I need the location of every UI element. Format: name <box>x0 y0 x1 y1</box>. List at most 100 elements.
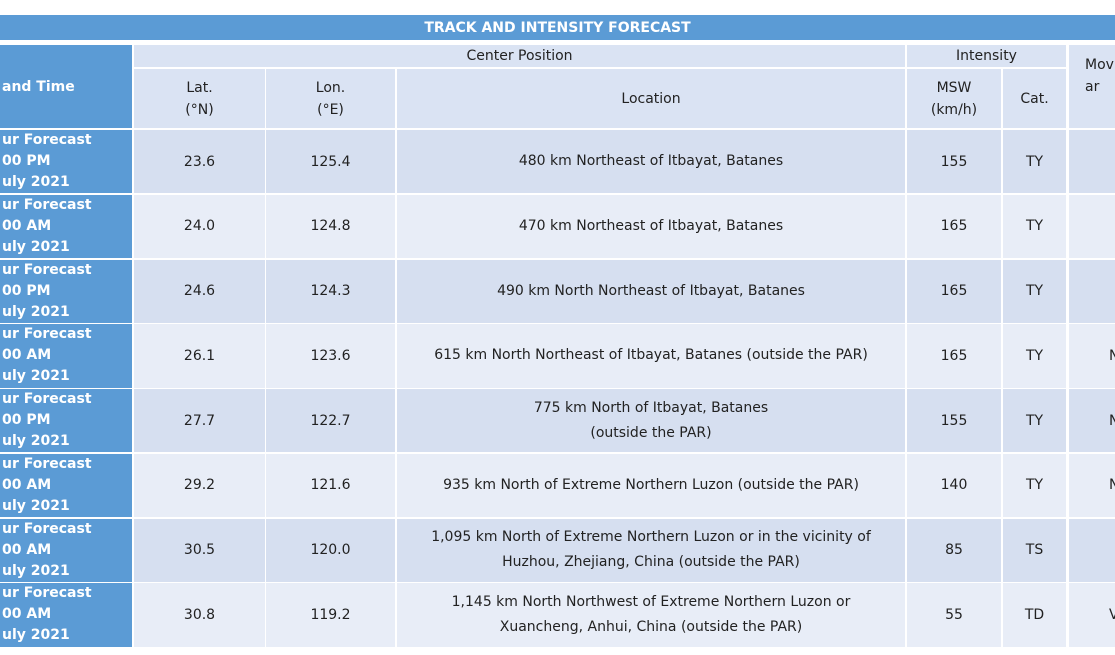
cell-lon: 119.2 <box>266 583 395 647</box>
text-line: Huzhou, Zhejiang, China (outside the PAR… <box>502 554 800 571</box>
text-line: Lon. <box>315 79 346 96</box>
header-cat: Cat. <box>1003 69 1066 128</box>
cell-lon: 121.6 <box>266 453 395 517</box>
text-line: 490 km North Northeast of Itbayat, Batan… <box>497 282 805 299</box>
cell-lon: 120.0 <box>266 518 395 582</box>
cell-lat: 29.2 <box>134 453 265 517</box>
text-line: ur Forecast <box>2 520 92 537</box>
cell-msw: 155 <box>907 389 1001 453</box>
text-line: Xuancheng, Anhui, China (outside the PAR… <box>499 618 803 635</box>
cell-lon: 122.7 <box>266 389 395 453</box>
cell-cat: TY <box>1003 389 1066 453</box>
cell-lat: 24.0 <box>134 194 265 258</box>
text-line: ur Forecast <box>2 132 92 149</box>
cell-msw: 140 <box>907 453 1001 517</box>
text-line: 00 AM <box>2 217 52 234</box>
text-line: (outside the PAR) <box>590 424 712 441</box>
cell-movement <box>1069 259 1115 323</box>
text-line: uly 2021 <box>2 368 70 385</box>
header-center-position: Center Position <box>134 45 905 67</box>
text-line: 00 AM <box>2 606 52 623</box>
text-line: ur Forecast <box>2 326 92 343</box>
text-line: 470 km Northeast of Itbayat, Batanes <box>518 217 784 234</box>
header-lat: Lat. (°N) <box>134 69 265 128</box>
text-line: 00 AM <box>2 347 52 364</box>
cell-msw: 155 <box>907 130 1001 194</box>
text-line: MSW <box>936 79 972 96</box>
cell-location: 935 km North of Extreme Northern Luzon (… <box>397 453 905 517</box>
row-datetime: ur Forecast 00 AM uly 2021 <box>0 453 132 517</box>
row-datetime: ur Forecast 00 AM uly 2021 <box>0 324 132 388</box>
text-line: 00 PM <box>2 412 51 429</box>
cell-cat: TY <box>1003 130 1066 194</box>
cell-lat: 26.1 <box>134 324 265 388</box>
text-line: Mov <box>1085 57 1114 73</box>
cell-lon: 124.3 <box>266 259 395 323</box>
cell-movement: N <box>1069 324 1115 388</box>
text-line: 480 km Northeast of Itbayat, Batanes <box>518 153 784 170</box>
text-line: 00 PM <box>2 282 51 299</box>
row-datetime: ur Forecast 00 AM uly 2021 <box>0 194 132 258</box>
text-line: Lat. <box>186 79 213 96</box>
cell-lon: 123.6 <box>266 324 395 388</box>
cell-cat: TY <box>1003 324 1066 388</box>
cell-movement: V <box>1069 583 1115 647</box>
text-line: ur Forecast <box>2 455 92 472</box>
cell-lat: 27.7 <box>134 389 265 453</box>
row-datetime: ur Forecast 00 PM uly 2021 <box>0 389 132 453</box>
text-line: 00 PM <box>2 153 51 170</box>
cell-location: 775 km North of Itbayat, Batanes (outside… <box>397 389 905 453</box>
cell-movement <box>1069 130 1115 194</box>
text-line: 00 AM <box>2 476 52 493</box>
cell-cat: TY <box>1003 194 1066 258</box>
text-line: uly 2021 <box>2 627 70 644</box>
text-line: (°N) <box>185 101 214 118</box>
header-lon: Lon. (°E) <box>266 69 395 128</box>
cell-location: 470 km Northeast of Itbayat, Batanes <box>397 194 905 258</box>
cell-cat: TS <box>1003 518 1066 582</box>
header-location: Location <box>397 69 905 128</box>
text-line: ar <box>1085 79 1100 95</box>
title-bar: TRACK AND INTENSITY FORECAST <box>0 15 1115 40</box>
header-datetime: and Time <box>0 45 132 128</box>
text-line: uly 2021 <box>2 562 70 579</box>
cell-lat: 30.5 <box>134 518 265 582</box>
cell-msw: 165 <box>907 194 1001 258</box>
cell-location: 1,095 km North of Extreme Northern Luzon… <box>397 518 905 582</box>
cell-lat: 24.6 <box>134 259 265 323</box>
text-line: uly 2021 <box>2 433 70 450</box>
cell-lon: 124.8 <box>266 194 395 258</box>
text-line: 935 km North of Extreme Northern Luzon (… <box>443 476 859 493</box>
text-line: uly 2021 <box>2 238 70 255</box>
header-msw: MSW (km/h) <box>907 69 1001 128</box>
cell-location: 615 km North Northeast of Itbayat, Batan… <box>397 324 905 388</box>
row-datetime: ur Forecast 00 PM uly 2021 <box>0 130 132 194</box>
cell-lat: 30.8 <box>134 583 265 647</box>
cell-cat: TY <box>1003 259 1066 323</box>
text-line: 1,095 km North of Extreme Northern Luzon… <box>431 529 871 546</box>
row-datetime: ur Forecast 00 AM uly 2021 <box>0 583 132 647</box>
header-movement: Mov ar <box>1069 45 1115 128</box>
text-line: ur Forecast <box>2 196 92 213</box>
cell-movement <box>1069 194 1115 258</box>
cell-movement: N <box>1069 389 1115 453</box>
text-line: uly 2021 <box>2 303 70 320</box>
text-line: 615 km North Northeast of Itbayat, Batan… <box>434 347 868 364</box>
text-line: 775 km North of Itbayat, Batanes <box>533 399 769 416</box>
text-line: (km/h) <box>930 101 978 118</box>
row-datetime: ur Forecast 00 AM uly 2021 <box>0 518 132 582</box>
cell-movement <box>1069 518 1115 582</box>
row-datetime: ur Forecast 00 PM uly 2021 <box>0 259 132 323</box>
cell-lon: 125.4 <box>266 130 395 194</box>
text-line: uly 2021 <box>2 497 70 514</box>
cell-msw: 85 <box>907 518 1001 582</box>
text-line: ur Forecast <box>2 391 92 408</box>
text-line: ur Forecast <box>2 261 92 278</box>
text-line: uly 2021 <box>2 174 70 191</box>
cell-location: 490 km North Northeast of Itbayat, Batan… <box>397 259 905 323</box>
cell-location: 1,145 km North Northwest of Extreme Nort… <box>397 583 905 647</box>
text-line: 1,145 km North Northwest of Extreme Nort… <box>451 593 851 610</box>
text-line: ur Forecast <box>2 585 92 602</box>
cell-movement: N <box>1069 453 1115 517</box>
cell-msw: 165 <box>907 259 1001 323</box>
